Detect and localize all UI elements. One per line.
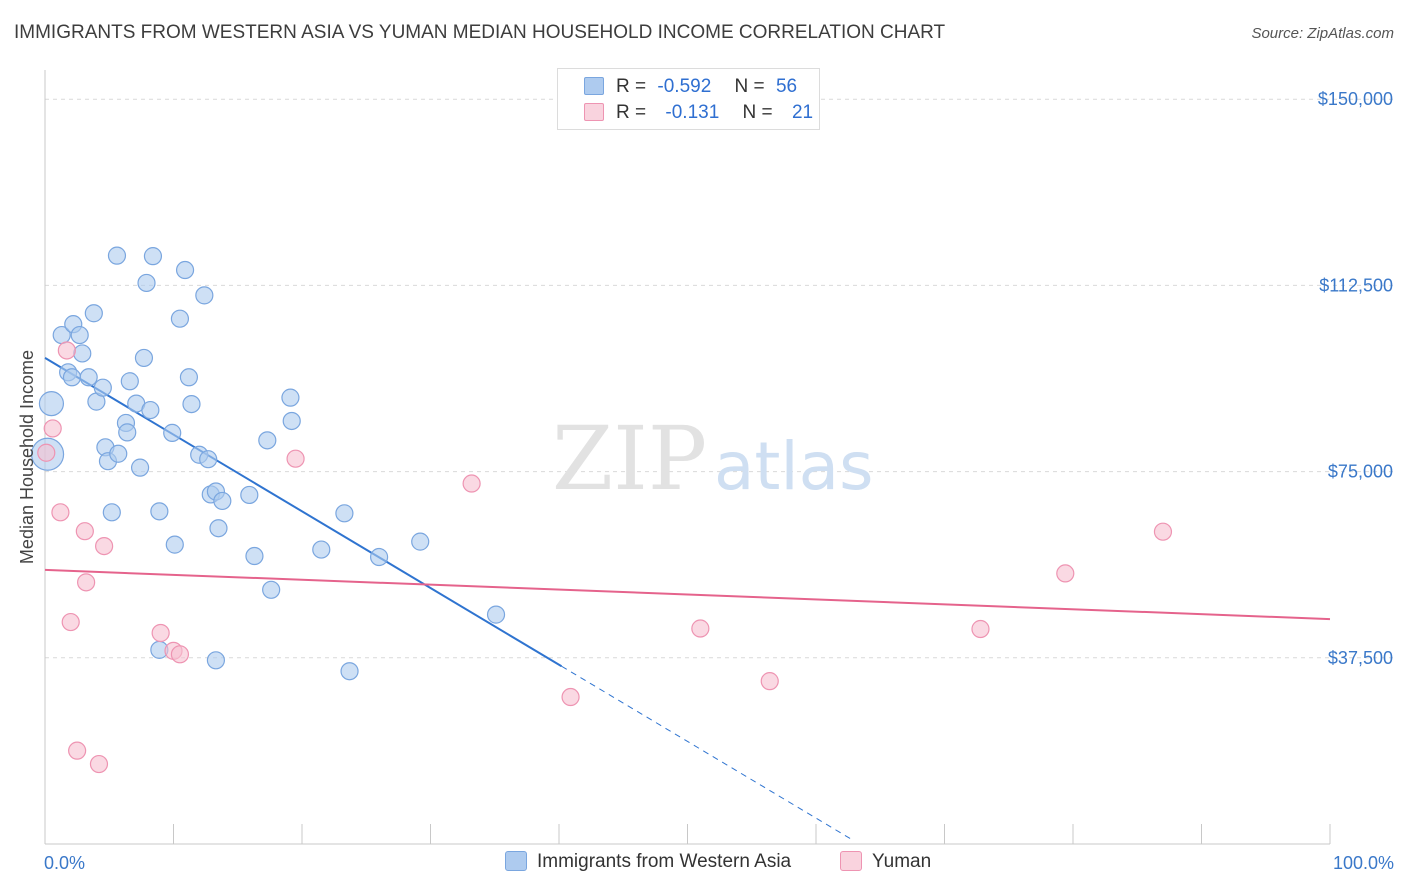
point-immigrants-western-asia (134, 348, 154, 368)
y-tick-label: $112,500 (1319, 275, 1393, 295)
watermark-zip: ZIP (552, 407, 707, 510)
point-yuman (37, 443, 56, 462)
point-immigrants-western-asia (179, 368, 199, 387)
point-immigrants-western-asia (240, 485, 259, 505)
tick-labels: $37,500 $75,000 $112,500 $150,000 0.0% 100.0% (44, 89, 1394, 873)
point-immigrants-western-asia (206, 651, 226, 670)
point-immigrants-western-asia (141, 400, 160, 420)
point-yuman (75, 522, 94, 541)
legend-r-label: R = (616, 102, 647, 123)
y-tick-label: $75,000 (1328, 462, 1393, 482)
point-yuman (760, 672, 779, 691)
point-immigrants-western-asia (84, 304, 103, 323)
point-immigrants-western-asia (209, 519, 228, 538)
trendline-immigrants-western-asia (44, 357, 563, 668)
point-immigrants-western-asia (245, 546, 264, 566)
watermark-atlas: atlas (714, 428, 874, 505)
trendline-yuman (44, 568, 1331, 621)
point-immigrants-western-asia (312, 540, 331, 559)
point-immigrants-western-asia (79, 368, 98, 387)
point-immigrants-western-asia (175, 260, 195, 280)
point-immigrants-western-asia (150, 502, 169, 521)
point-immigrants-western-asia (102, 503, 121, 522)
point-immigrants-western-asia (93, 378, 112, 397)
point-immigrants-western-asia (182, 394, 201, 414)
source-label: Source: ZipAtlas.com (1251, 25, 1394, 42)
point-immigrants-western-asia (281, 388, 300, 407)
point-immigrants-western-asia (199, 450, 218, 469)
point-yuman (561, 687, 580, 707)
bottom-legend-blue: Immigrants from Western Asia (505, 851, 791, 873)
point-immigrants-western-asia (70, 325, 89, 345)
trendline-extension (561, 665, 851, 840)
point-immigrants-western-asia (282, 411, 301, 431)
point-immigrants-western-asia (120, 372, 139, 391)
point-immigrants-western-asia (411, 532, 430, 551)
legend-r-value: -0.592 (657, 76, 712, 97)
point-yuman (43, 419, 62, 438)
point-yuman (151, 623, 170, 643)
y-tick-label: $150,000 (1318, 89, 1393, 109)
point-immigrants-western-asia (170, 309, 190, 328)
point-immigrants-western-asia (213, 491, 232, 511)
point-immigrants-western-asia (118, 423, 137, 442)
legend-n-label: N = (742, 102, 773, 123)
bottom-legend-label: Yuman (872, 851, 932, 872)
point-yuman (286, 449, 305, 468)
legend-r-label: R = (616, 76, 647, 97)
bottom-legend-swatch-pink (840, 851, 862, 871)
correlation-legend: R = -0.592 N = 56 R = -0.131 N = 21 (557, 68, 820, 130)
legend-r-value: -0.131 (665, 102, 720, 123)
point-immigrants-western-asia (370, 547, 389, 567)
point-yuman (95, 536, 114, 556)
y-axis-label: Median Household Income (17, 350, 37, 564)
point-immigrants-western-asia (62, 368, 82, 387)
point-immigrants-western-asia (195, 286, 214, 305)
x-tick-label: 100.0% (1333, 853, 1394, 873)
legend-swatch-blue (584, 77, 604, 95)
legend-row-blue: R = -0.592 N = 56 (584, 76, 797, 100)
point-immigrants-western-asia (163, 423, 182, 442)
point-yuman (89, 754, 109, 774)
point-immigrants-western-asia (258, 431, 277, 450)
legend-row-pink: R = -0.131 N = 21 (584, 102, 813, 126)
point-immigrants-western-asia (107, 246, 127, 265)
legend-n-value: 21 (791, 102, 814, 123)
point-immigrants-western-asia (109, 444, 128, 463)
point-yuman (61, 612, 80, 632)
point-yuman (1056, 564, 1075, 583)
point-yuman (51, 503, 70, 522)
point-immigrants-western-asia (38, 390, 65, 417)
bottom-legend-swatch-blue (505, 851, 527, 871)
legend-n-value: 56 (775, 76, 798, 97)
legend-swatch-pink (584, 103, 604, 121)
point-yuman (971, 619, 990, 639)
point-immigrants-western-asia (335, 504, 354, 523)
data-points (30, 246, 1173, 774)
chart-title: IMMIGRANTS FROM WESTERN ASIA VS YUMAN ME… (14, 22, 946, 43)
point-immigrants-western-asia (73, 344, 92, 363)
bottom-legend-pink: Yuman (840, 851, 931, 873)
point-immigrants-western-asia (486, 605, 506, 624)
bottom-legend-label: Immigrants from Western Asia (537, 851, 792, 872)
point-yuman (77, 573, 96, 592)
point-yuman (691, 619, 710, 638)
point-immigrants-western-asia (262, 580, 281, 599)
point-immigrants-western-asia (165, 535, 184, 554)
point-yuman (170, 645, 190, 664)
y-tick-label: $37,500 (1328, 648, 1393, 668)
point-yuman (68, 741, 87, 760)
legend-n-label: N = (734, 76, 765, 97)
point-immigrants-western-asia (137, 273, 156, 293)
point-immigrants-western-asia (130, 458, 150, 477)
point-yuman (1153, 522, 1173, 541)
point-yuman (462, 474, 481, 493)
watermark: ZIP atlas (552, 407, 874, 510)
point-immigrants-western-asia (340, 662, 359, 681)
point-immigrants-western-asia (143, 247, 163, 266)
grid-lines (45, 98, 1395, 659)
point-yuman (57, 341, 76, 360)
x-tick-label: 0.0% (44, 853, 85, 873)
